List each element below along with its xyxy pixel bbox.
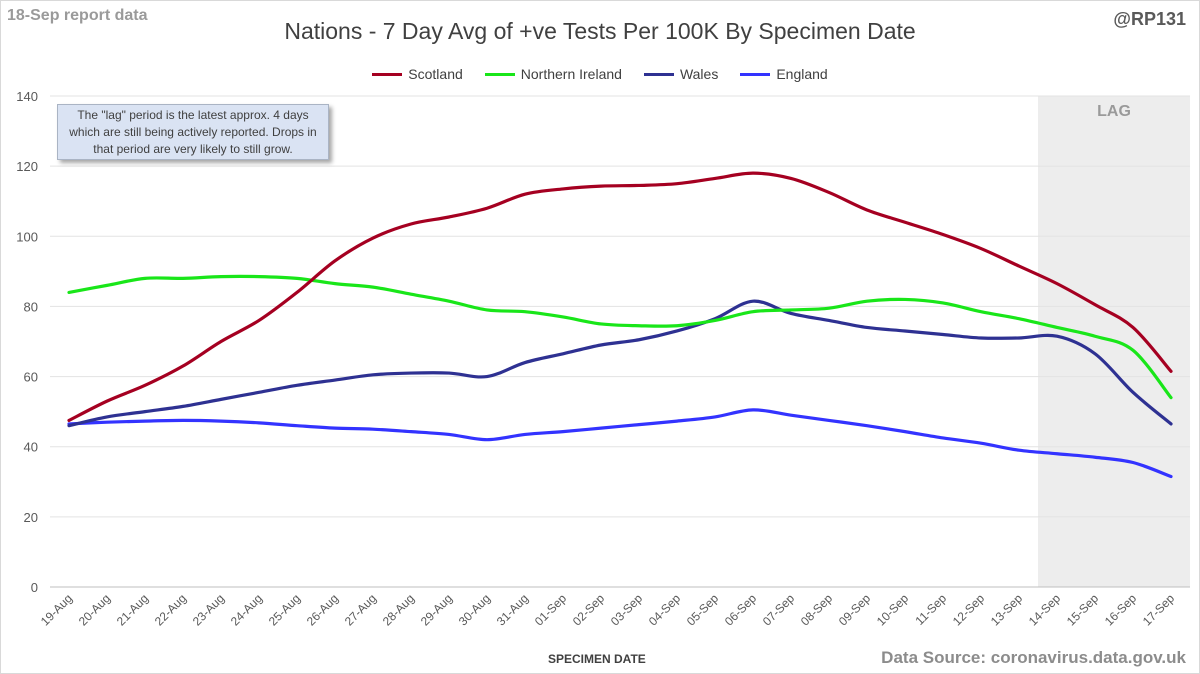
x-tick-label: 19-Aug [38, 591, 75, 628]
x-tick-label: 15-Sep [1064, 591, 1101, 628]
x-tick-label: 25-Aug [266, 591, 303, 628]
legend: Scotland Northern Ireland Wales England [0, 66, 1200, 82]
x-tick-label: 20-Aug [76, 591, 113, 628]
x-tick-label: 11-Sep [912, 591, 949, 628]
x-tick-label: 22-Aug [152, 591, 189, 628]
x-tick-label: 05-Sep [684, 591, 721, 628]
y-tick-label: 140 [16, 89, 38, 104]
legend-swatch [740, 72, 771, 76]
series-line-northern-ireland [67, 274, 1173, 400]
x-axis-label: SPECIMEN DATE [548, 652, 646, 666]
x-tick-label: 30-Aug [456, 591, 493, 628]
x-tick-label: 27-Aug [342, 591, 379, 628]
x-tick-label: 01-Sep [532, 591, 569, 628]
x-tick-label: 13-Sep [988, 591, 1025, 628]
legend-item-scotland: Scotland [372, 66, 463, 82]
x-tick-label: 24-Aug [228, 591, 265, 628]
y-tick-label: 60 [24, 370, 38, 385]
x-tick-label: 26-Aug [304, 591, 341, 628]
x-tick-label: 23-Aug [190, 591, 227, 628]
author-handle: @RP131 [1113, 9, 1186, 29]
x-tick-label: 09-Sep [836, 591, 873, 628]
y-tick-label: 20 [24, 510, 38, 525]
x-tick-label: 06-Sep [722, 591, 759, 628]
data-source: Data Source: coronavirus.data.gov.uk [881, 648, 1186, 667]
x-tick-label: 04-Sep [646, 591, 683, 628]
chart-title: Nations - 7 Day Avg of +ve Tests Per 100… [284, 18, 916, 44]
legend-item-northern-ireland: Northern Ireland [484, 66, 622, 82]
legend-item-england: England [740, 66, 828, 82]
x-tick-label: 14-Sep [1026, 591, 1063, 628]
series-line-england [67, 408, 1173, 479]
x-tick-label: 12-Sep [950, 591, 987, 628]
x-tick-label: 07-Sep [760, 591, 797, 628]
legend-item-wales: Wales [643, 66, 719, 82]
legend-label: Northern Ireland [520, 66, 622, 82]
x-tick-label: 28-Aug [380, 591, 417, 628]
x-tick-label: 02-Sep [570, 591, 607, 628]
legend-label: Wales [679, 66, 719, 82]
lag-annotation: The "lag" period is the latest approx. 4… [57, 104, 329, 160]
x-tick-label: 29-Aug [418, 591, 455, 628]
y-tick-label: 80 [24, 299, 38, 314]
legend-swatch [643, 72, 674, 76]
x-tick-label: 31-Aug [494, 591, 531, 628]
x-tick-label: 16-Sep [1102, 591, 1139, 628]
y-tick-label: 120 [16, 159, 38, 174]
legend-label: England [776, 66, 828, 82]
legend-label: Scotland [408, 66, 463, 82]
report-date-note: 18-Sep report data [7, 7, 148, 24]
x-tick-label: 10-Sep [874, 591, 911, 628]
x-tick-label: 08-Sep [798, 591, 835, 628]
x-tick-label: 03-Sep [608, 591, 645, 628]
series-line-scotland [67, 171, 1173, 423]
y-tick-label: 40 [24, 440, 38, 455]
lag-label: LAG [1097, 103, 1131, 120]
x-tick-label: 21-Aug [114, 591, 151, 628]
legend-swatch [484, 72, 515, 76]
y-tick-label: 100 [16, 229, 38, 244]
legend-swatch [372, 72, 403, 76]
y-tick-label: 0 [31, 580, 38, 595]
x-tick-label: 17-Sep [1140, 591, 1177, 628]
series-line-wales [67, 299, 1173, 428]
